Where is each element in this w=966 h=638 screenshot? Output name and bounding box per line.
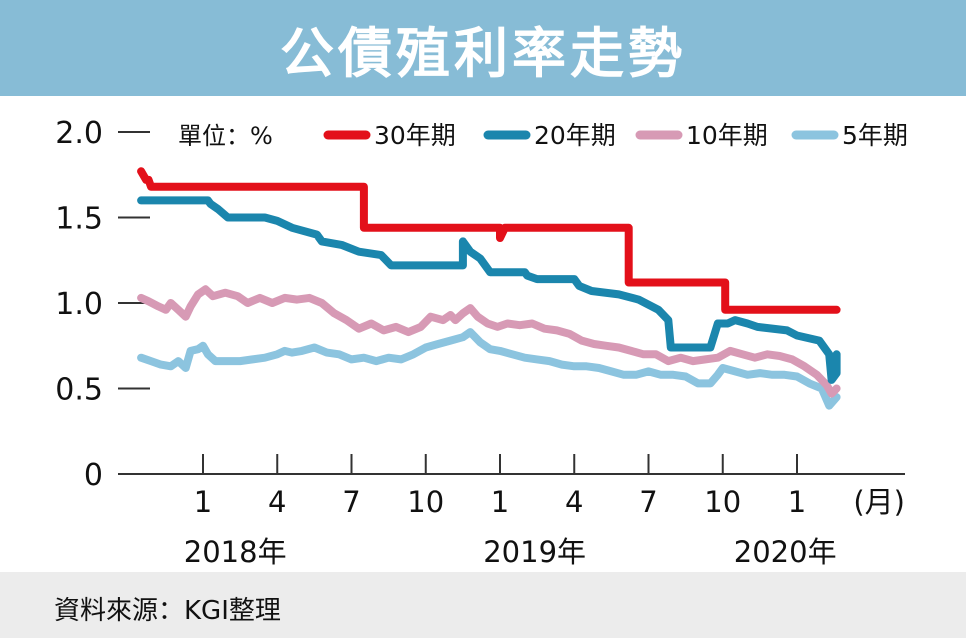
year-label: 2019年 xyxy=(483,535,586,569)
y-tick-label: 1.5 xyxy=(55,202,103,237)
y-tick-label: 0 xyxy=(84,458,103,493)
legend-label: 30年期 xyxy=(374,121,456,150)
x-tick-label: 4 xyxy=(565,485,583,519)
x-tick-label: 1 xyxy=(194,485,212,519)
footer-bar: 資料來源：KGI整理 xyxy=(0,572,966,638)
legend-label: 5年期 xyxy=(842,121,908,150)
source-note: 資料來源：KGI整理 xyxy=(54,596,281,626)
unit-label: 單位：% xyxy=(178,122,273,150)
x-tick-label: 1 xyxy=(491,485,509,519)
x-tick-label: 1 xyxy=(788,485,806,519)
y-tick-label: 1.0 xyxy=(55,287,103,322)
x-tick-label: 7 xyxy=(342,485,360,519)
line-chart: 0 0.5 1.0 1.5 2.0 1 4 7 10 1 4 7 10 1 (月) 2018年 2019年 202… xyxy=(55,116,908,569)
legend-label: 10年期 xyxy=(686,121,768,150)
x-tick-label: 10 xyxy=(704,485,741,519)
x-tick-label: 10 xyxy=(407,485,444,519)
series-line-5年期 xyxy=(137,328,841,410)
y-tick-label: 2.0 xyxy=(55,116,103,151)
y-tick-label: 0.5 xyxy=(55,373,103,408)
x-unit-label: (月) xyxy=(853,485,905,519)
year-label: 2018年 xyxy=(184,535,287,569)
chart-title-banner: 公債殖利率走勢 xyxy=(0,0,966,96)
legend-label: 20年期 xyxy=(534,121,616,150)
x-tick-label: 4 xyxy=(268,485,286,519)
series-line-10年期 xyxy=(137,285,841,398)
x-tick-label: 7 xyxy=(639,485,657,519)
series-line-20年期 xyxy=(137,196,841,384)
series-line-30年期 xyxy=(137,167,841,314)
chart-title: 公債殖利率走勢 xyxy=(280,21,686,85)
year-label: 2020年 xyxy=(734,535,837,569)
chart-area: 0 0.5 1.0 1.5 2.0 1 4 7 10 1 4 7 10 1 (月) 2018年 2019年 202… xyxy=(0,96,966,572)
